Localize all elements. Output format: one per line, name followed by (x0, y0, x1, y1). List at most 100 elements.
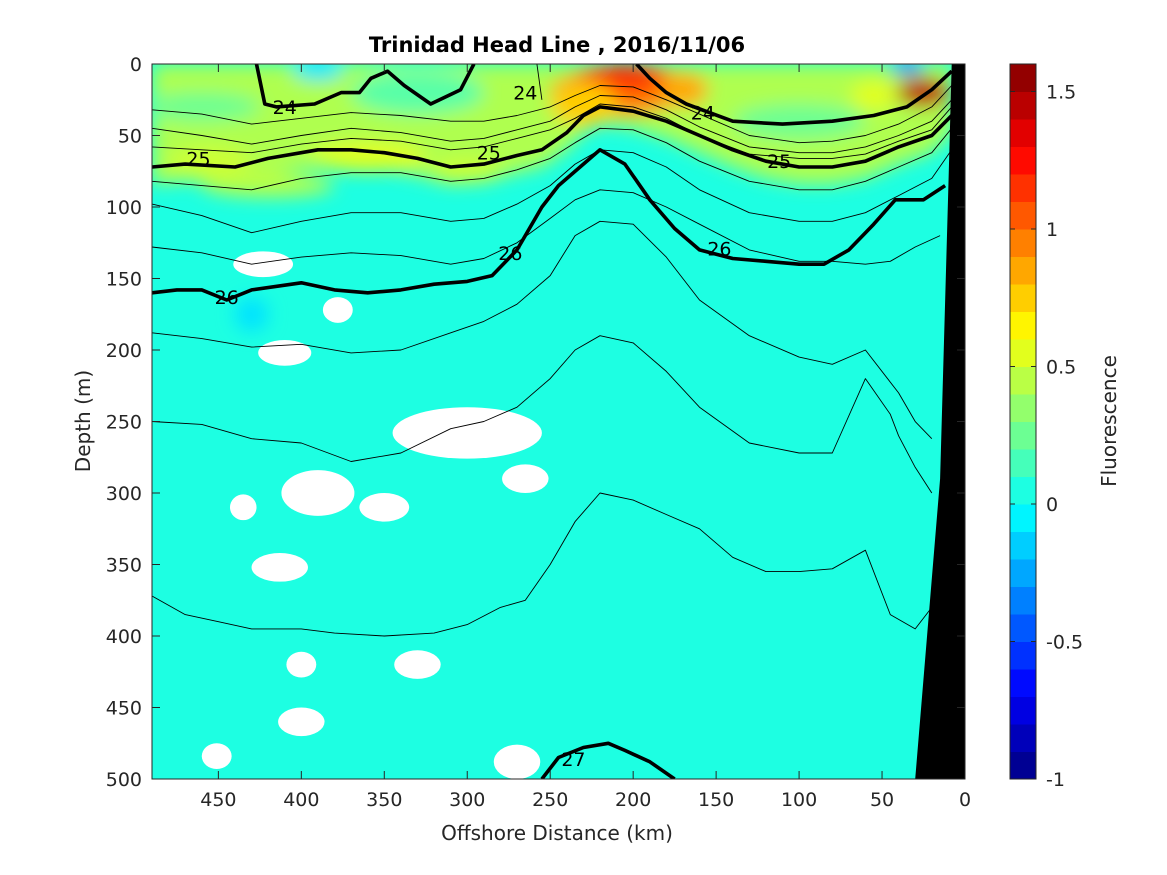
isopycnal-bold-24 (635, 64, 953, 126)
isopycnal-thin (152, 492, 933, 637)
isopycnal-thin (152, 149, 953, 234)
colorbar-segment (1010, 201, 1036, 230)
colorbar-segment (1010, 339, 1036, 367)
contour-label: 26 (498, 243, 522, 265)
contour-label: 27 (561, 749, 585, 771)
fluorescence-patch (293, 64, 343, 80)
isopycnal-thin (152, 127, 953, 191)
no-data-patch (493, 744, 541, 779)
contour-label: 26 (707, 238, 731, 260)
fluorescence-patch (896, 78, 951, 107)
colorbar-segment (1010, 229, 1036, 257)
bathymetry-mask (915, 64, 965, 779)
chart-title: Trinidad Head Line , 2016/11/06 (369, 33, 745, 57)
colorbar-segment (1010, 284, 1036, 312)
colorbar-segment (1010, 91, 1036, 120)
y-axis-label: Depth (m) (71, 370, 95, 472)
fluorescence-patch (658, 72, 708, 107)
x-tick-label: 200 (615, 789, 651, 811)
isopycnal-thin (152, 189, 941, 265)
colorbar-segment (1010, 531, 1036, 560)
colorbar-segment (1010, 64, 1036, 92)
contour-label: 24 (513, 83, 537, 105)
isopycnal-thin (152, 95, 953, 154)
y-tick-label: 300 (106, 483, 142, 505)
fluorescence-patch (152, 92, 260, 122)
x-tick-label: 150 (698, 789, 734, 811)
no-data-patch (233, 251, 294, 278)
no-data-patch (394, 650, 441, 679)
y-tick-label: 150 (106, 269, 142, 291)
colorbar-segment (1010, 394, 1036, 422)
colorbar-segment (1010, 614, 1036, 642)
fluorescence-patch (850, 81, 897, 110)
axes: 450 400 350 300 250 200 150 100 50 00501001502002… (106, 54, 971, 811)
no-data-patch (278, 707, 325, 737)
contour-label: 24 (273, 97, 297, 119)
no-data-patch (502, 464, 549, 494)
colorbar-tick-label: -0.5 (1046, 632, 1083, 654)
isopycnal-thin (536, 64, 543, 100)
no-data-patch (258, 339, 312, 366)
isopycnal-bold-25 (152, 105, 953, 169)
colorbar-tick-label: 0 (1046, 494, 1058, 516)
no-data-patch (392, 407, 542, 459)
y-tick-label: 50 (118, 126, 142, 148)
no-data-patch (281, 470, 355, 516)
contour-label: 25 (186, 148, 210, 170)
colorbar-tick-label: 1 (1046, 219, 1058, 241)
isopycnal-bold-26 (152, 148, 947, 302)
y-tick-label: 100 (106, 197, 142, 219)
x-tick-label: 300 (449, 789, 485, 811)
fluorescence-patch (550, 82, 617, 126)
colorbar-tick-label: -1 (1046, 769, 1065, 791)
colorbar-segment (1010, 421, 1036, 450)
colorbar-segment (1010, 586, 1036, 615)
fluorescence-patch (234, 297, 269, 332)
colorbar: -1 -0.5 0 0.5 1 1.5 (1009, 63, 1083, 791)
colorbar-segment (1010, 696, 1036, 725)
x-tick-label: 100 (781, 789, 817, 811)
y-tick-label: 400 (106, 626, 142, 648)
no-data-patch (286, 651, 317, 678)
x-tick-label: 400 (283, 789, 319, 811)
y-tick-label: 200 (106, 340, 142, 362)
colorbar-segment (1010, 366, 1036, 395)
x-tick-label: 0 (959, 789, 971, 811)
contour-label: 26 (215, 287, 239, 309)
no-data-patch (251, 553, 308, 582)
isopycnal-thin (152, 335, 933, 494)
colorbar-segment (1010, 311, 1036, 340)
y-tick-label: 450 (106, 698, 142, 720)
fluorescence-patch (732, 104, 866, 139)
colorbar-segment (1010, 256, 1036, 285)
x-tick-label: 450 (200, 789, 236, 811)
colorbar-tick-label: 0.5 (1046, 357, 1076, 379)
isopycnal-thin (152, 85, 953, 144)
colorbar-segment (1010, 476, 1036, 505)
contour-label: 24 (691, 103, 715, 125)
colorbar-tick-label: 1.5 (1046, 82, 1076, 104)
no-data-patch (229, 494, 257, 521)
fluorescence-patch (890, 64, 924, 75)
contour-label: 25 (477, 143, 501, 165)
no-data-patch (322, 297, 353, 323)
isopycnal-bold-27 (540, 741, 676, 779)
x-tick-label: 250 (532, 789, 568, 811)
x-tick-label: 350 (366, 789, 402, 811)
colorbar-segment (1010, 559, 1036, 587)
y-tick-label: 0 (130, 54, 142, 76)
y-tick-label: 500 (106, 769, 142, 791)
heatmap-field: 24 24 24 25 25 25 26 26 26 27 (152, 64, 965, 779)
colorbar-segment (1010, 504, 1036, 532)
isopycnal-thin (152, 220, 933, 440)
plot-area: 24 24 24 25 25 25 26 26 26 27 (152, 64, 965, 779)
no-data-patch (201, 743, 232, 769)
colorbar-segment (1010, 751, 1036, 780)
colorbar-segment (1010, 119, 1036, 147)
colorbar-segment (1010, 449, 1036, 477)
y-tick-label: 350 (106, 555, 142, 577)
colorbar-segment (1010, 146, 1036, 175)
colorbar-frame (1009, 63, 1037, 780)
